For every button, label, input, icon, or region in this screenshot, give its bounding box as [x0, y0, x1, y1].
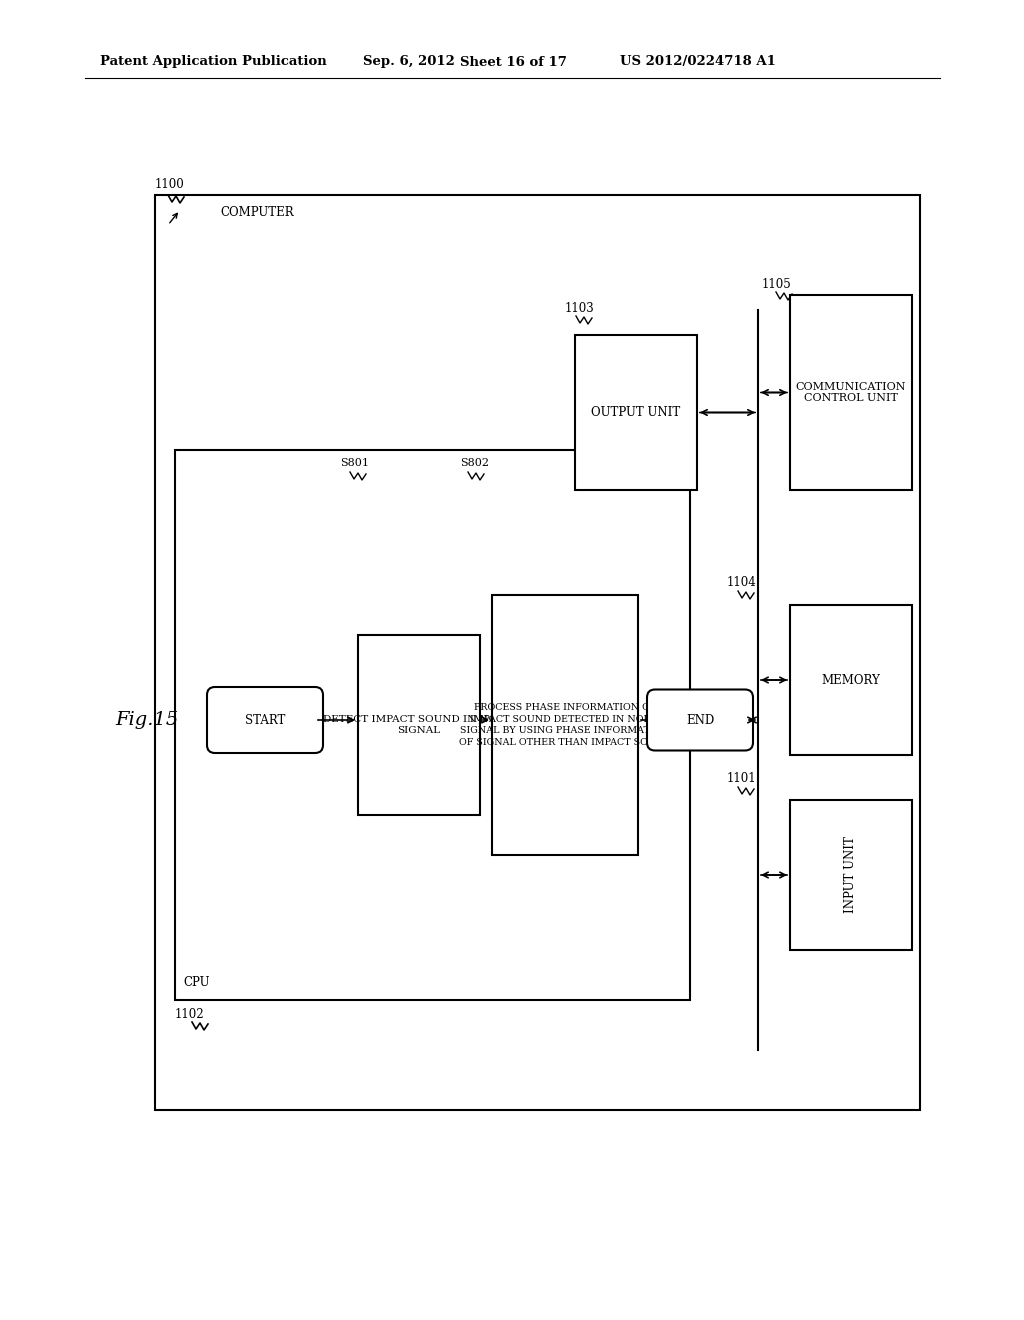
Text: END: END — [686, 714, 714, 726]
Bar — [175, 450, 690, 1001]
Text: Sep. 6, 2012: Sep. 6, 2012 — [362, 55, 455, 69]
Text: DETECT IMPACT SOUND IN NOISY
SIGNAL: DETECT IMPACT SOUND IN NOISY SIGNAL — [323, 714, 515, 735]
Text: S802: S802 — [460, 458, 489, 469]
Bar — [358, 635, 480, 814]
Text: Fig.15: Fig.15 — [115, 711, 178, 729]
Bar — [492, 595, 638, 855]
Text: COMPUTER: COMPUTER — [220, 206, 294, 219]
FancyBboxPatch shape — [207, 686, 323, 752]
Bar — [155, 195, 920, 1110]
Text: Sheet 16 of 17: Sheet 16 of 17 — [460, 55, 567, 69]
Text: S801: S801 — [340, 458, 369, 469]
Text: US 2012/0224718 A1: US 2012/0224718 A1 — [620, 55, 776, 69]
Text: 1104: 1104 — [727, 576, 757, 589]
FancyBboxPatch shape — [647, 689, 753, 751]
Bar — [790, 294, 912, 490]
Text: 1103: 1103 — [565, 301, 595, 314]
Text: MEMORY: MEMORY — [821, 673, 881, 686]
Text: 1105: 1105 — [762, 279, 792, 292]
Text: COMMUNICATION
CONTROL UNIT: COMMUNICATION CONTROL UNIT — [796, 381, 906, 404]
Text: 1102: 1102 — [175, 1008, 205, 1022]
Text: PROCESS PHASE INFORMATION OF
IMPACT SOUND DETECTED IN NOISY
SIGNAL BY USING PHAS: PROCESS PHASE INFORMATION OF IMPACT SOUN… — [459, 702, 672, 747]
Bar — [790, 605, 912, 755]
Bar — [790, 800, 912, 950]
Text: OUTPUT UNIT: OUTPUT UNIT — [592, 407, 681, 418]
Text: Patent Application Publication: Patent Application Publication — [100, 55, 327, 69]
Bar — [575, 335, 697, 490]
Text: CPU: CPU — [183, 975, 210, 989]
Text: INPUT UNIT: INPUT UNIT — [845, 837, 857, 913]
Text: START: START — [245, 714, 286, 726]
Text: 1101: 1101 — [727, 771, 757, 784]
Text: 1100: 1100 — [155, 178, 184, 191]
